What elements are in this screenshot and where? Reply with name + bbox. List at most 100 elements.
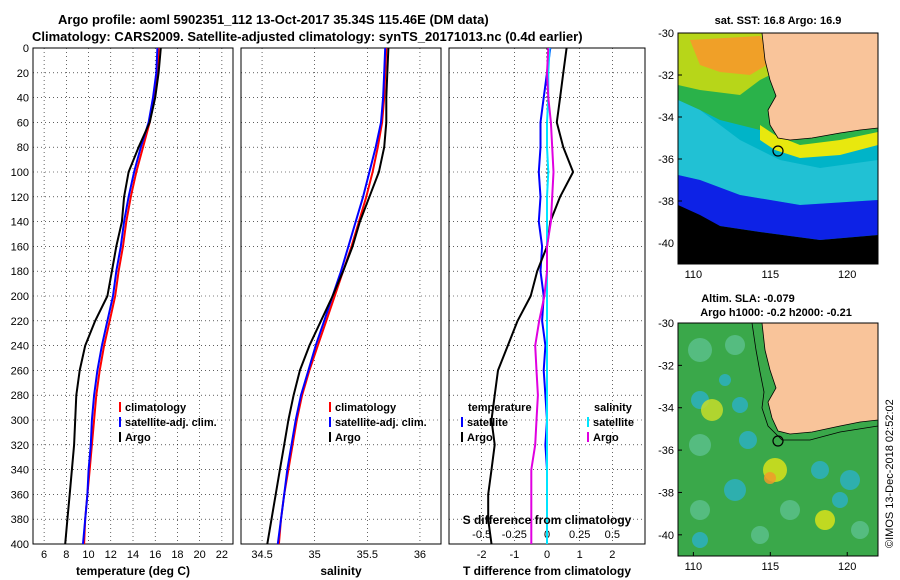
lon-tick-label: 110	[685, 269, 703, 281]
legend-label-s-argo: Argo	[593, 432, 619, 444]
legend-title-temperature: temperature	[468, 402, 532, 414]
legend-label-satellite: satellite-adj. clim.	[335, 417, 427, 429]
depth-tick-label: 60	[17, 117, 29, 129]
sst-argo-marker	[772, 145, 784, 157]
sla-contour	[751, 323, 878, 441]
title-line-1: Argo profile: aoml 5902351_112 13-Oct-20…	[58, 12, 489, 27]
x-tick-label: 20	[194, 549, 206, 561]
depth-tick-label: 240	[11, 341, 29, 353]
sla-map-title-1: Altim. SLA: -0.079	[701, 293, 795, 305]
lat-tick-label: -30	[658, 28, 674, 40]
s-tick-label: 0.5	[605, 529, 620, 541]
sst-warm-orange	[690, 36, 775, 75]
sla-anomaly-blob	[689, 434, 711, 456]
x-tick-label: 6	[41, 549, 47, 561]
x-tick-label: 34.5	[251, 549, 272, 561]
lon-tick-label: 115	[762, 269, 780, 281]
series-line-argo	[64, 47, 162, 545]
series-line-salinity-satellite	[546, 47, 551, 544]
sla-anomaly-blob	[751, 526, 769, 544]
s-tick-label: -0.25	[502, 529, 527, 541]
title-line-2: Climatology: CARS2009. Satellite-adjuste…	[32, 29, 583, 44]
sla-anomaly-blob	[780, 500, 800, 520]
salinity-xlabel: salinity	[320, 564, 362, 578]
lat-tick-label: -40	[658, 530, 674, 542]
depth-tick-label: 20	[17, 68, 29, 80]
sla-anomaly-blob	[840, 470, 860, 490]
sla-anomaly-blob	[732, 397, 748, 413]
sla-anomaly-blob	[815, 510, 835, 530]
legend-label-argo: Argo	[335, 432, 361, 444]
difference-legend: temperature satellite Argo salinity sate…	[461, 402, 634, 444]
legend-label-satellite: satellite-adj. clim.	[125, 417, 217, 429]
sst-map	[677, 32, 879, 265]
depth-tick-label: 360	[11, 489, 29, 501]
depth-tick-label: 380	[11, 514, 29, 526]
lat-tick-label: -34	[658, 403, 674, 415]
x-tick-label: 18	[171, 549, 183, 561]
lon-tick-label: 120	[838, 269, 856, 281]
depth-tick-label: 340	[11, 465, 29, 477]
sst-map-frame	[677, 32, 879, 265]
sla-anomaly-blob	[811, 461, 829, 479]
sla-anomaly-blob	[701, 399, 723, 421]
depth-tick-label: 180	[11, 266, 29, 278]
sst-map-title: sat. SST: 16.8 Argo: 16.9	[715, 15, 842, 27]
legend-label-t-argo: Argo	[467, 432, 493, 444]
temperature-xlabel: temperature (deg C)	[76, 564, 190, 578]
x-tick-label: 12	[105, 549, 117, 561]
sla-anomaly-blob	[692, 532, 708, 548]
x-tick-label: -1	[509, 549, 519, 561]
lon-tick-label: 120	[838, 561, 856, 573]
legend-label-argo: Argo	[125, 432, 151, 444]
x-tick-label: 2	[609, 549, 615, 561]
depth-tick-label: 0	[23, 43, 29, 55]
depth-tick-label: 80	[17, 142, 29, 154]
lat-tick-label: -40	[658, 238, 674, 250]
series-line-argo	[266, 47, 390, 545]
legend-title-salinity: salinity	[594, 402, 633, 414]
x-tick-label: 16	[149, 549, 161, 561]
sla-anomaly-blob	[851, 521, 869, 539]
depth-tick-label: 120	[11, 192, 29, 204]
depth-tick-label: 320	[11, 440, 29, 452]
depth-tick-label: 300	[11, 415, 29, 427]
legend-label-climatology: climatology	[335, 402, 397, 414]
series-line-climatology	[83, 47, 160, 545]
x-tick-label: 0	[544, 549, 550, 561]
grid-layer	[33, 47, 645, 545]
depth-tick-label: 200	[11, 291, 29, 303]
sla-map	[677, 322, 879, 557]
sst-black-far-south	[678, 205, 878, 264]
sla-ticks: -30 -32 -34 -36 -38 -40 110 115 120	[658, 318, 856, 573]
depth-tick-label: 140	[11, 217, 29, 229]
tick-layer: 6 8 10 12 14 16 18 20 22020406080100120140160180…	[11, 43, 620, 561]
sla-anomaly-blob	[764, 472, 776, 484]
legend-label-s-satellite: satellite	[593, 417, 634, 429]
sla-anomaly-blob	[739, 431, 757, 449]
sst-blue-south	[678, 175, 878, 240]
sla-map-title-2: Argo h1000: -0.2 h2000: -0.21	[700, 307, 852, 319]
legend-label-climatology: climatology	[125, 402, 187, 414]
x-tick-label: 36	[414, 549, 426, 561]
x-tick-label: 10	[82, 549, 94, 561]
lon-tick-label: 110	[685, 561, 703, 573]
sst-cyan-mid	[678, 100, 878, 205]
x-tick-label: 8	[63, 549, 69, 561]
sla-anomaly-blob	[690, 500, 710, 520]
legend-label-t-satellite: satellite	[467, 417, 508, 429]
credit-text: ©IMOS 13-Dec-2018 02:52:02	[884, 399, 896, 548]
depth-tick-label: 40	[17, 93, 29, 105]
sla-anomaly-blob	[688, 338, 712, 362]
sst-ticks: -30 -32 -34 -36 -38 -40 110 115 120	[658, 28, 856, 281]
series-layer	[64, 47, 575, 545]
sla-anomaly-blob	[724, 479, 746, 501]
sla-anomaly-blob	[725, 335, 745, 355]
lat-tick-label: -32	[658, 70, 674, 82]
x-tick-label: 1	[577, 549, 583, 561]
depth-tick-label: 400	[11, 539, 29, 551]
sla-anomaly-blob	[719, 374, 731, 386]
sla-blobs	[688, 335, 869, 548]
x-tick-label: 14	[127, 549, 139, 561]
s-tick-label: 0.25	[569, 529, 590, 541]
